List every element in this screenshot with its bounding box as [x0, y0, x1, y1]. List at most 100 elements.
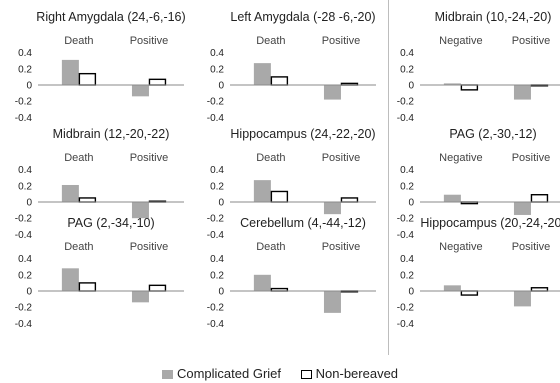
bar-complicated-grief [253, 274, 271, 291]
category-label: Positive [512, 152, 551, 164]
legend-swatch-non-bereaved [300, 370, 312, 379]
y-tick-label: 0.4 [400, 254, 414, 265]
category-label: Positive [322, 152, 361, 164]
y-tick-label: 0.4 [18, 48, 32, 59]
bar-complicated-grief [443, 285, 461, 291]
bar-non-bereaved [148, 78, 167, 86]
panel-title: Midbrain (12,-20,-22) [53, 127, 170, 141]
y-tick-label: 0.2 [400, 270, 414, 281]
y-tick-label: 0.2 [400, 181, 414, 192]
y-tick-label: -0.2 [15, 303, 33, 314]
y-tick-label: 0 [408, 81, 414, 92]
bar-complicated-grief [61, 268, 79, 291]
y-tick-label: -0.4 [397, 230, 415, 241]
category-label: Death [64, 152, 93, 164]
bar-non-bereaved [340, 197, 359, 203]
y-tick-label: 0.4 [210, 165, 224, 176]
y-tick-label: -0.4 [397, 113, 415, 124]
y-tick-label: 0.4 [400, 48, 414, 59]
category-label: Negative [439, 241, 482, 253]
y-tick-label: 0.4 [210, 48, 224, 59]
bar-complicated-grief [323, 202, 341, 215]
legend-item-complicated-grief: Complicated Grief [161, 366, 282, 381]
panel-title: Midbrain (10,-24,-20) [435, 10, 552, 24]
panel-title: PAG (2,-34,-10) [67, 216, 154, 230]
y-tick-label: 0.4 [18, 165, 32, 176]
y-tick-label: -0.2 [207, 97, 225, 108]
y-tick-label: 0 [26, 287, 32, 298]
category-label: Positive [322, 241, 361, 253]
bar-complicated-grief [513, 85, 531, 100]
y-tick-label: -0.2 [15, 214, 33, 225]
bar-non-bereaved [270, 190, 289, 203]
y-tick-label: 0 [408, 287, 414, 298]
y-tick-label: -0.2 [207, 303, 225, 314]
bar-non-bereaved [270, 76, 289, 86]
y-tick-label: 0 [408, 198, 414, 209]
panel-title: Left Amygdala (-28 -6,-20) [230, 10, 375, 24]
bar-complicated-grief [323, 85, 341, 100]
y-tick-label: 0.2 [210, 270, 224, 281]
bar-complicated-grief [61, 184, 79, 202]
y-tick-label: -0.4 [207, 113, 225, 124]
category-label: Death [64, 35, 93, 47]
y-tick-label: -0.2 [397, 303, 415, 314]
y-tick-label: -0.4 [207, 319, 225, 330]
y-tick-label: 0.4 [18, 254, 32, 265]
bar-complicated-grief [253, 180, 271, 202]
category-label: Positive [130, 241, 169, 253]
y-tick-label: 0 [218, 198, 224, 209]
y-tick-label: -0.4 [207, 230, 225, 241]
bar-complicated-grief [131, 291, 149, 303]
category-label: Positive [322, 35, 361, 47]
y-tick-label: 0.2 [400, 64, 414, 75]
y-tick-label: 0.2 [18, 181, 32, 192]
bar-complicated-grief [443, 194, 461, 202]
y-tick-label: 0 [218, 287, 224, 298]
bar-complicated-grief [131, 202, 149, 219]
bar-non-bereaved [78, 197, 97, 203]
panel-title: Cerebellum (4,-44,-12) [240, 216, 366, 230]
bar-non-bereaved [530, 194, 549, 203]
y-tick-label: -0.4 [15, 113, 33, 124]
panel-title: Hippocampus (20,-24,-20) [420, 216, 560, 230]
legend-item-non-bereaved: Non-bereaved [300, 366, 399, 381]
column-divider [388, 0, 389, 355]
y-tick-label: -0.4 [397, 319, 415, 330]
bar-complicated-grief [443, 83, 461, 85]
panel-title: Right Amygdala (24,-6,-16) [36, 10, 185, 24]
legend-label-non-bereaved: Non-bereaved [315, 366, 399, 381]
category-label: Positive [512, 241, 551, 253]
bar-complicated-grief [253, 63, 271, 85]
category-label: Death [256, 241, 285, 253]
bar-complicated-grief [323, 291, 341, 313]
category-label: Death [256, 35, 285, 47]
y-tick-label: 0.4 [400, 165, 414, 176]
category-label: Positive [130, 35, 169, 47]
category-label: Death [64, 241, 93, 253]
y-tick-label: 0 [218, 81, 224, 92]
legend-swatch-complicated-grief [161, 370, 173, 379]
bar-non-bereaved [78, 72, 97, 86]
legend: Complicated Grief Non-bereaved [0, 366, 560, 381]
bar-non-bereaved [148, 284, 167, 292]
y-tick-label: 0.2 [18, 64, 32, 75]
legend-label-complicated-grief: Complicated Grief [176, 366, 282, 381]
y-tick-label: 0 [26, 198, 32, 209]
bar-non-bereaved [460, 290, 479, 296]
y-tick-label: -0.4 [15, 319, 33, 330]
y-tick-label: 0.2 [210, 64, 224, 75]
y-tick-label: -0.2 [15, 97, 33, 108]
panel-title: PAG (2,-30,-12) [449, 127, 536, 141]
category-label: Death [256, 152, 285, 164]
y-tick-label: -0.2 [207, 214, 225, 225]
category-label: Positive [512, 35, 551, 47]
bar-complicated-grief [61, 59, 79, 85]
bar-non-bereaved [460, 84, 479, 91]
figure-panels: Right Amygdala (24,-6,-16) 0.4 0.2 0 -0.2 -0.… [15, 10, 560, 330]
category-label: Negative [439, 152, 482, 164]
y-tick-label: 0.4 [210, 254, 224, 265]
bar-complicated-grief [513, 291, 531, 307]
category-label: Negative [439, 35, 482, 47]
y-tick-label: -0.2 [397, 214, 415, 225]
